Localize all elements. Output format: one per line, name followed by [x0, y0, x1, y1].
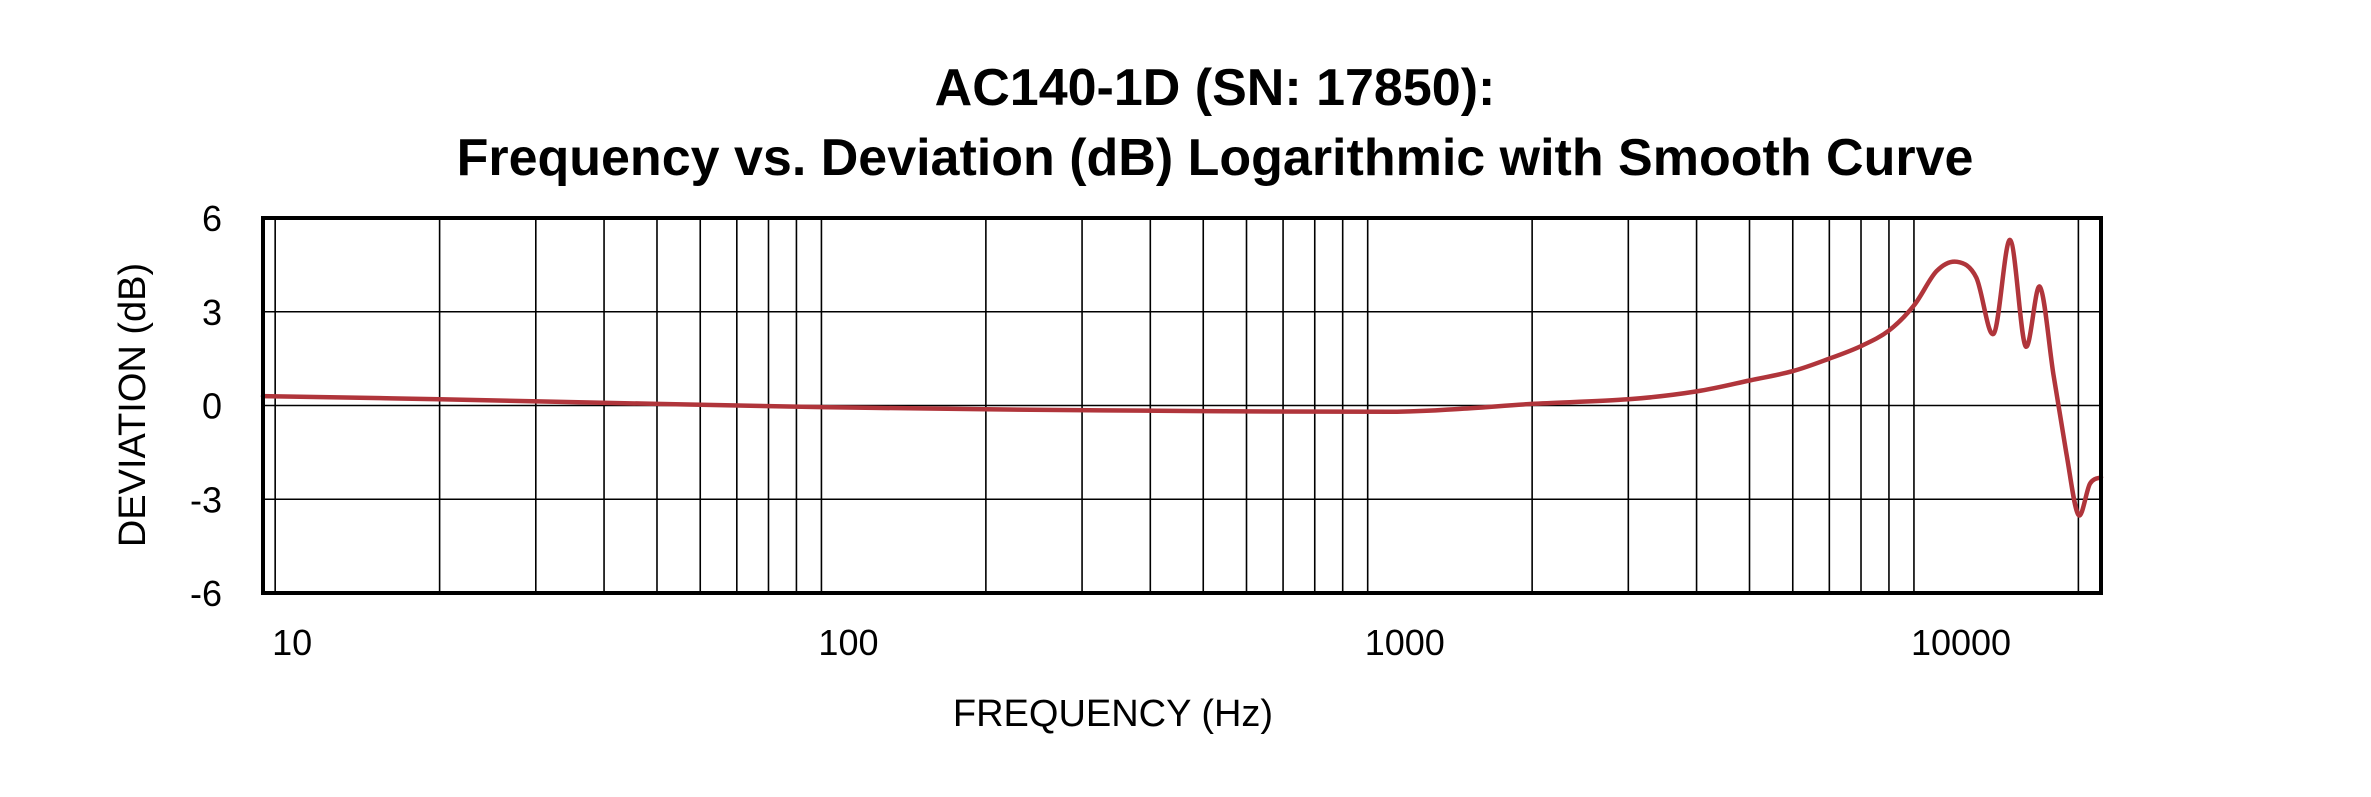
plot-area-frame [261, 216, 2103, 595]
grid-lines [263, 218, 2101, 593]
deviation-curve [260, 237, 2104, 518]
y-axis-label: DEVIATION (dB) [112, 263, 154, 547]
y-tick-labels: 6 3 0 -3 -6 [190, 198, 222, 614]
y-tick-label: 3 [202, 292, 222, 333]
y-tick-label: -6 [190, 573, 222, 614]
y-tick-label: -3 [190, 479, 222, 520]
chart-title: AC140-1D (SN: 17850): [935, 59, 1496, 117]
x-axis-label: FREQUENCY (Hz) [953, 693, 1273, 735]
x-tick-label: 10000 [1911, 622, 2011, 663]
y-tick-label: 0 [202, 386, 222, 427]
x-tick-label: 10 [272, 622, 312, 663]
x-tick-labels: 10 100 1000 10000 [272, 622, 2011, 663]
chart-subtitle: Frequency vs. Deviation (dB) Logarithmic… [457, 129, 1974, 187]
x-tick-label: 100 [818, 622, 878, 663]
x-tick-label: 1000 [1365, 622, 1445, 663]
y-tick-label: 6 [202, 198, 222, 239]
